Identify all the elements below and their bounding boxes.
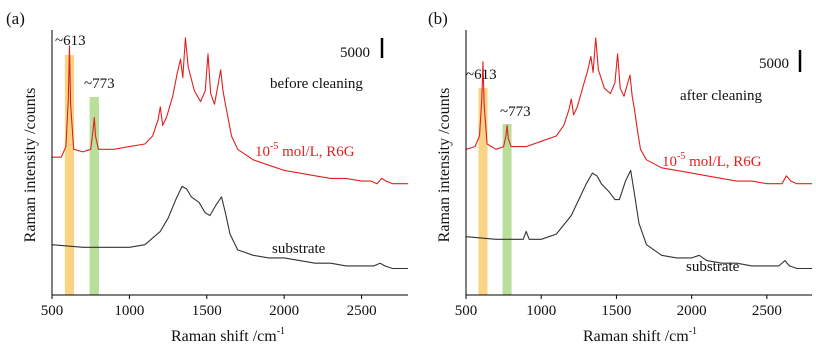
x-axis-title-b-text: Raman shift /cm bbox=[583, 328, 689, 345]
band-label-613-a: ~613 bbox=[55, 33, 86, 49]
highlight-band-773-a bbox=[89, 97, 99, 295]
scale-bar-label-a: 5000 bbox=[340, 45, 370, 61]
series-label-r6g-b: 10-5 mol/L, R6G bbox=[662, 151, 762, 170]
x-tick-label-1000-a: 1000 bbox=[114, 303, 144, 319]
x-tick-label-1000-b: 1000 bbox=[526, 303, 556, 319]
spectra-a bbox=[51, 37, 408, 270]
x-tick-label-1500-b: 1500 bbox=[601, 303, 631, 319]
highlight-band-613-a bbox=[64, 55, 75, 295]
x-tick-label-1500-a: 1500 bbox=[192, 303, 222, 319]
r6g-label-a-exp: -5 bbox=[270, 141, 278, 152]
highlight-band-613-b bbox=[478, 88, 488, 295]
x-axis-title-a: Raman shift /cm-1 bbox=[171, 326, 285, 345]
y-axis-title-b: Raman intensity /counts bbox=[436, 88, 453, 243]
x-ticks-a: 500 1000 1500 2000 2500 bbox=[41, 295, 377, 319]
series-line-r6g-b bbox=[465, 37, 812, 185]
panel-a-label: (a) bbox=[6, 9, 25, 28]
panel-b: (b) 500 1000 1500 2000 2500 Raman intensity … bbox=[428, 9, 812, 345]
x-tick-label-2500-b: 2500 bbox=[752, 303, 782, 319]
x-tick-label-2500-a: 2500 bbox=[347, 303, 377, 319]
r6g-label-b-prefix: 10 bbox=[662, 154, 677, 170]
x-tick-label-500-a: 500 bbox=[41, 303, 64, 319]
spectra-b bbox=[465, 37, 812, 270]
series-label-r6g-a: 10-5 mol/L, R6G bbox=[255, 141, 355, 160]
x-tick-label-2000-b: 2000 bbox=[677, 303, 707, 319]
r6g-label-a-prefix: 10 bbox=[255, 144, 270, 160]
highlight-band-773-b bbox=[502, 124, 512, 295]
x-axis-title-a-sup: -1 bbox=[277, 326, 285, 337]
r6g-label-b-exp: -5 bbox=[677, 151, 685, 162]
panel-b-label: (b) bbox=[428, 9, 448, 28]
x-ticks-b: 500 1000 1500 2000 2500 bbox=[455, 295, 782, 319]
band-label-773-a: ~773 bbox=[84, 76, 115, 92]
band-label-613-b: ~613 bbox=[466, 67, 497, 83]
x-tick-label-500-b: 500 bbox=[455, 303, 478, 319]
series-line-substrate-a bbox=[51, 185, 408, 270]
series-label-substrate-b: substrate bbox=[686, 259, 740, 275]
highlight-bands-a bbox=[64, 55, 99, 295]
series-line-substrate-b bbox=[465, 169, 812, 270]
x-axis-title-a-text: Raman shift /cm bbox=[171, 328, 277, 345]
y-axis-title-a: Raman intensity /counts bbox=[22, 88, 39, 243]
x-tick-label-2000-a: 2000 bbox=[269, 303, 299, 319]
condition-label-a: before cleaning bbox=[270, 76, 363, 92]
scale-bar-label-b: 5000 bbox=[759, 56, 789, 72]
highlight-bands-b bbox=[478, 88, 512, 295]
panel-a: (a) 500 1000 1500 2000 2500 Raman intensity … bbox=[6, 9, 408, 345]
band-label-773-b: ~773 bbox=[500, 104, 531, 120]
series-line-r6g-a bbox=[52, 37, 408, 185]
x-axis-title-b: Raman shift /cm-1 bbox=[583, 326, 697, 345]
r6g-label-a-rest: mol/L, R6G bbox=[278, 144, 354, 160]
condition-label-b: after cleaning bbox=[680, 88, 763, 104]
series-label-substrate-a: substrate bbox=[272, 241, 326, 257]
r6g-label-b-rest: mol/L, R6G bbox=[685, 154, 761, 170]
x-axis-title-b-sup: -1 bbox=[689, 326, 697, 337]
